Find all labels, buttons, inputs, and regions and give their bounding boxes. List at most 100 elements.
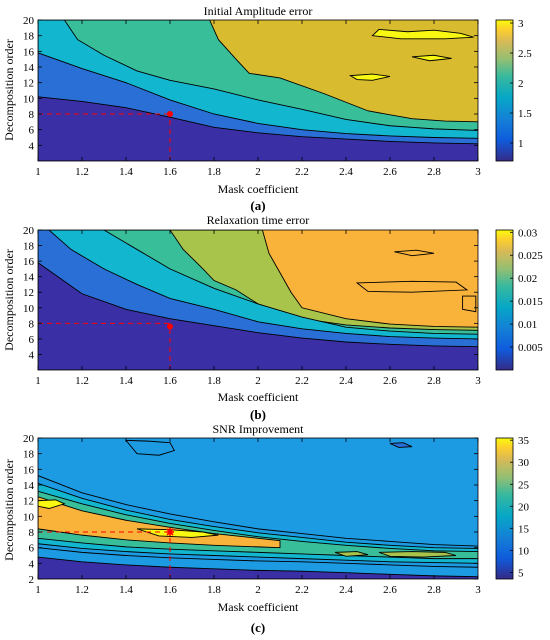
y-tick-label: 14 [23,272,35,284]
y-tick-label: 8 [29,109,35,121]
panel-c: SNR Improvement 1 1.2 1.4 1.6 1.8 2 2.2 2.4 2.6 2… [2,422,530,635]
x-tick-label: 2.2 [295,584,309,596]
colorbar-tick-label: 1 [518,138,524,150]
colorbar-tick-label: 20 [518,501,530,513]
x-tick-label: 2.4 [339,375,353,387]
colorbar-tick-label: 3 [518,18,524,30]
x-tick-label: 1.8 [207,375,221,387]
panel-caption: (c) [251,620,265,635]
y-tick-label: 8 [29,527,35,539]
y-tick-labels: 2 4 6 8 10 12 14 16 18 20 [23,433,478,586]
x-tick-label: 2.6 [383,375,397,387]
x-tick-label: 1.4 [119,584,133,596]
y-tick-label: 16 [23,256,35,268]
y-tick-label: 8 [29,318,35,330]
x-tick-label: 2.4 [339,166,353,178]
contour-island [462,295,477,313]
y-tick-label: 16 [23,464,35,476]
x-tick-label: 1.8 [207,166,221,178]
x-tick-label: 3 [475,166,481,178]
colorbar-tick-label: 10 [518,545,530,557]
colorbar-tick-label: 2 [518,78,524,90]
x-tick-label: 2.6 [383,166,397,178]
contour-island [378,551,457,558]
y-axis-label: Decomposition order [2,249,16,351]
y-tick-label: 6 [29,334,35,346]
panel-caption: (a) [250,198,265,213]
x-tick-label: 1.2 [75,375,89,387]
colorbar-tick-label: 2.5 [518,48,532,60]
contour-island [371,28,474,40]
colorbar-tick-label: 5 [518,567,524,579]
y-tick-label: 20 [23,15,35,27]
x-tick-label: 3 [475,584,481,596]
contour-island [355,280,469,293]
colorbar-tick-label: 0.03 [518,227,538,239]
colorbar: 0.005 0.01 0.015 0.02 0.025 0.03 [495,227,543,371]
y-tick-label: 6 [29,125,35,137]
x-tick-labels: 1 1.2 1.4 1.6 1.8 2 2.2 2.4 2.6 2.8 3 [35,438,481,596]
x-tick-label: 2.4 [339,584,353,596]
x-tick-label: 1.4 [119,166,133,178]
colorbar: 1 1.5 2 2.5 3 [495,18,532,162]
chart-title: SNR Improvement [213,422,305,436]
x-tick-label: 1 [35,166,41,178]
colorbar-tick-label: 35 [518,435,530,447]
contour-band [38,262,478,370]
y-tick-label: 4 [29,349,35,361]
y-axis-label: Decomposition order [2,39,16,141]
y-tick-label: 10 [23,303,35,315]
plot-area [38,230,478,370]
contour-band [38,496,281,549]
x-tick-label: 2.6 [383,584,397,596]
chart-title: Initial Amplitude error [204,4,313,18]
x-tick-label: 1 [35,584,41,596]
optimum-marker [166,528,174,536]
x-tick-label: 2.8 [427,584,441,596]
colorbar-tick-label: 15 [518,523,530,535]
y-tick-label: 2 [29,574,35,586]
colorbar-tick-label: 0.015 [518,296,543,308]
y-tick-label: 14 [23,480,35,492]
colorbar-gradient [495,229,514,371]
y-tick-label: 16 [23,46,35,58]
colorbar-gradient [495,19,514,162]
colorbar-tick-label: 0.02 [518,273,537,285]
optimum-marker [167,111,173,117]
y-tick-labels: 4 6 8 10 12 14 16 18 20 [23,225,478,361]
panel-b: Relaxation time error 1 1.2 1.4 1.6 1.8 2 2.2 2… [2,213,543,422]
x-tick-label: 2.2 [295,166,309,178]
x-tick-label: 1 [35,375,41,387]
y-tick-label: 18 [23,31,35,43]
y-tick-label: 6 [29,543,35,555]
x-tick-label: 2 [255,375,261,387]
contour-island [394,249,435,257]
x-axis-label: Mask coefficient [218,600,299,614]
x-tick-label: 1.2 [75,584,89,596]
y-tick-label: 12 [23,496,34,508]
x-tick-label: 1.6 [163,166,177,178]
x-tick-label: 2 [255,584,261,596]
x-tick-label: 1.8 [207,584,221,596]
panel-caption: (b) [250,407,266,422]
x-tick-label: 1.6 [163,584,177,596]
y-tick-label: 4 [29,140,35,152]
chart-title: Relaxation time error [207,213,310,227]
y-tick-label: 18 [23,449,35,461]
contour-island [411,54,452,62]
colorbar-tick-label: 1.5 [518,108,532,120]
colorbar-gradient [495,437,514,580]
y-tick-label: 14 [23,62,35,74]
y-tick-label: 12 [23,287,34,299]
colorbar-tick-label: 0.01 [518,319,537,331]
y-tick-label: 12 [23,78,34,90]
y-tick-label: 10 [23,511,35,523]
x-tick-label: 2.2 [295,375,309,387]
optimum-marker [167,323,173,330]
panel-a: Initial Amplitude error 1 1.2 1.4 1.6 1.8 2 2.… [2,4,532,213]
x-tick-labels: 1 1.2 1.4 1.6 1.8 2 2.2 2.4 2.6 2.8 3 [35,20,481,178]
plot-area [38,20,478,161]
contour-island [348,73,391,81]
y-tick-label: 10 [23,93,35,105]
x-tick-label: 2.8 [427,375,441,387]
